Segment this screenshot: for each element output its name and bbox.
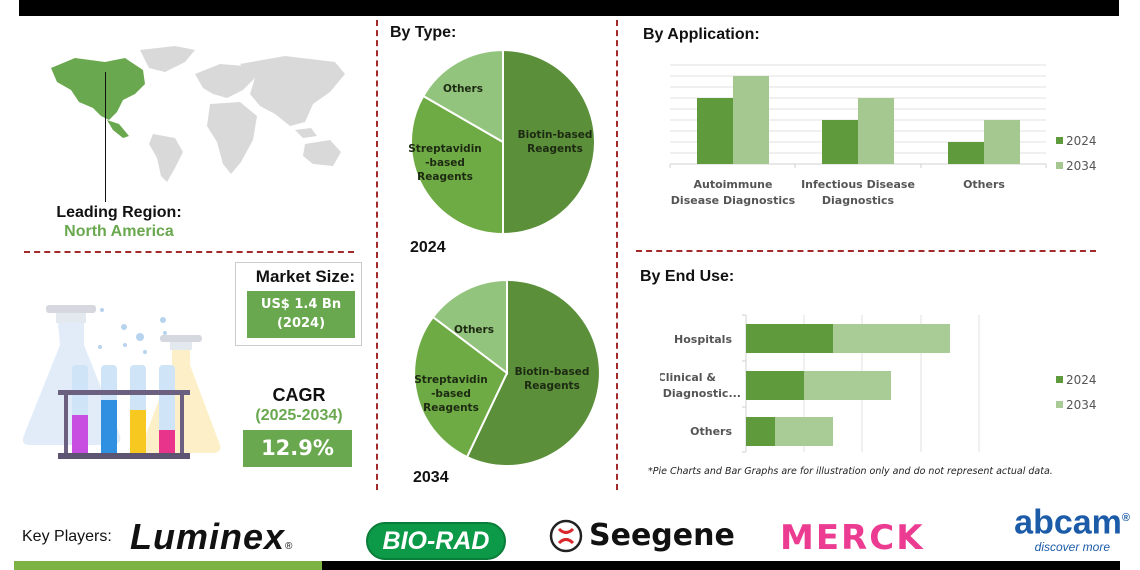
cagr-label: CAGR <box>272 385 326 405</box>
svg-text:Diagnostic...: Diagnostic... <box>663 387 741 400</box>
pie-slice-streptavidin-2034 <box>413 315 509 459</box>
header-bar <box>19 0 1119 16</box>
svg-text:Others: Others <box>443 83 483 95</box>
end-use-bar-chart: Hospitals Clinical & Diagnostic... Other… <box>660 314 1097 453</box>
cagr-period: (2025-2034) <box>255 407 343 424</box>
pie-chart-2034: Biotin-based Reagents Streptavidin -base… <box>413 278 601 467</box>
key-players-label: Key Players: <box>22 528 112 545</box>
merck-logo: MERCK <box>780 518 925 558</box>
svg-text:Disease Diagnostics: Disease Diagnostics <box>671 194 796 207</box>
by-application-title: By Application: <box>643 26 760 43</box>
bar-hospitals-2034 <box>833 324 950 353</box>
abcam-logo: abcam® discover more <box>990 500 1130 554</box>
svg-text:Others: Others <box>690 425 732 438</box>
svg-text:2024: 2024 <box>1066 373 1097 387</box>
svg-text:2034: 2034 <box>1066 159 1097 173</box>
bar-clinical-2034 <box>804 371 891 400</box>
svg-text:Biotin-based: Biotin-based <box>515 366 590 378</box>
bio-rad-logo-text: BIO-RAD <box>382 527 490 555</box>
svg-text:2034: 2034 <box>1066 398 1097 412</box>
svg-text:Biotin-based: Biotin-based <box>518 129 593 141</box>
by-end-use-title: By End Use: <box>640 268 735 285</box>
pie-slice-streptavidin-2024 <box>409 94 504 236</box>
divider-right-horizontal <box>636 250 1096 252</box>
world-map <box>51 46 345 182</box>
svg-text:-based: -based <box>425 157 465 169</box>
pie-year-2034: 2034 <box>413 469 449 486</box>
svg-text:Hospitals: Hospitals <box>674 333 732 346</box>
disclaimer-footnote: *Pie Charts and Bar Graphs are for illus… <box>648 466 1053 477</box>
market-size-label: Market Size: <box>255 267 355 286</box>
market-size-card: Market Size: US$ 1.4 Bn (2024) <box>235 262 362 346</box>
market-size-amount: US$ 1.4 Bn <box>260 297 342 312</box>
application-bar-chart: Autoimmune Disease Diagnostics Infectiou… <box>669 64 1097 207</box>
leading-region-label: Leading Region: <box>56 204 182 221</box>
pie-slice-others-2034 <box>431 278 508 376</box>
bar-others-2024 <box>948 142 984 164</box>
svg-text:Diagnostics: Diagnostics <box>822 194 895 207</box>
divider-right <box>616 20 618 490</box>
lab-flasks-illustration <box>22 305 221 459</box>
svg-text:Clinical &: Clinical & <box>660 371 716 384</box>
abcam-tagline: discover more <box>1034 540 1110 555</box>
market-size-year: (2024) <box>276 316 326 331</box>
bar-others-2034 <box>984 120 1020 164</box>
svg-text:Reagents: Reagents <box>423 402 479 414</box>
svg-text:Others: Others <box>454 324 494 336</box>
pie-slice-biotin-2034 <box>465 278 601 467</box>
bio-rad-logo: BIO-RAD <box>366 522 506 560</box>
bar-autoimmune-2034 <box>733 76 769 164</box>
luminex-logo: Luminex® <box>130 516 294 557</box>
svg-text:Others: Others <box>963 178 1005 191</box>
bar-hospitals-2024 <box>746 324 833 353</box>
svg-text:Reagents: Reagents <box>527 143 583 155</box>
pie-chart-2024: Biotin-based Reagents Streptavidin -base… <box>408 48 596 236</box>
seegene-logo-text: Seegene <box>589 518 735 553</box>
market-size-value: US$ 1.4 Bn (2024) <box>247 291 355 338</box>
svg-text:Streptavidin: Streptavidin <box>414 374 488 386</box>
svg-text:Infectious Disease: Infectious Disease <box>801 178 915 191</box>
merck-logo-text: MERCK <box>780 518 925 558</box>
divider-left-horizontal <box>24 251 354 253</box>
footer-bar-black <box>322 561 1120 570</box>
svg-text:Autoimmune: Autoimmune <box>694 178 773 191</box>
luminex-logo-text: Luminex <box>130 516 286 557</box>
footer-bar-green <box>14 561 322 570</box>
legend-2034-swatch-enduse <box>1056 401 1063 408</box>
legend-2024-swatch-enduse <box>1056 376 1063 383</box>
svg-text:-based: -based <box>431 388 471 400</box>
pie-slice-others-2024 <box>421 48 504 144</box>
seegene-helix-icon <box>549 519 583 552</box>
bar-others-enduse-2034 <box>775 417 833 446</box>
bar-others-enduse-2024 <box>746 417 775 446</box>
divider-left <box>376 20 378 490</box>
seegene-logo: Seegene <box>549 518 735 553</box>
bar-clinical-2024 <box>746 371 804 400</box>
pie-slice-biotin-2024 <box>502 48 596 236</box>
bar-infectious-2034 <box>858 98 894 164</box>
region-pointer-line <box>105 72 106 202</box>
pie-year-2024: 2024 <box>410 239 446 256</box>
svg-text:Streptavidin: Streptavidin <box>408 143 482 155</box>
legend-2034-swatch <box>1056 162 1063 169</box>
svg-text:Reagents: Reagents <box>524 380 580 392</box>
leading-region-value: North America <box>64 223 174 240</box>
svg-text:Reagents: Reagents <box>417 171 473 183</box>
bar-autoimmune-2024 <box>697 98 733 164</box>
svg-text:2024: 2024 <box>1066 134 1097 148</box>
legend-2024-swatch <box>1056 137 1063 144</box>
bar-infectious-2024 <box>822 120 858 164</box>
abcam-logo-text: abcam <box>1014 503 1122 542</box>
cagr-value: 12.9% <box>243 430 352 467</box>
by-type-title: By Type: <box>390 24 457 41</box>
